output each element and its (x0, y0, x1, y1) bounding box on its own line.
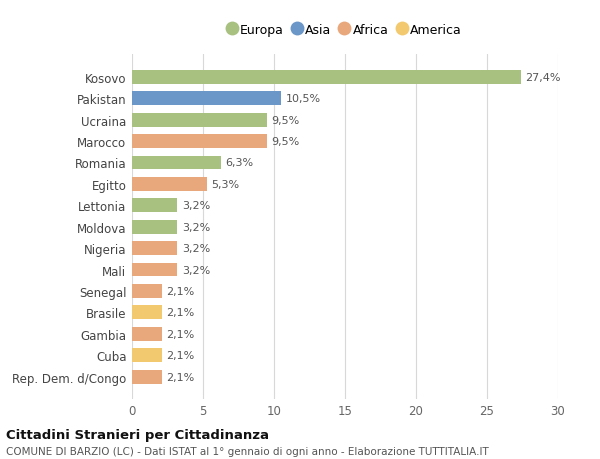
Bar (132, 348, 162, 362)
Bar (132, 220, 178, 234)
Bar (132, 327, 162, 341)
Bar (132, 71, 521, 84)
Text: COMUNE DI BARZIO (LC) - Dati ISTAT al 1° gennaio di ogni anno - Elaborazione TUT: COMUNE DI BARZIO (LC) - Dati ISTAT al 1°… (6, 447, 489, 456)
Text: 3,2%: 3,2% (182, 222, 210, 232)
Text: 10,5%: 10,5% (286, 94, 320, 104)
Bar (132, 241, 178, 256)
Bar (132, 199, 178, 213)
Text: 5,3%: 5,3% (212, 179, 239, 190)
Text: 2,1%: 2,1% (166, 329, 194, 339)
Legend: Europa, Asia, Africa, America: Europa, Asia, Africa, America (225, 20, 465, 40)
Bar (132, 135, 267, 149)
Bar (132, 156, 221, 170)
Text: 2,1%: 2,1% (166, 372, 194, 382)
Bar (132, 178, 207, 191)
Bar (132, 263, 178, 277)
Text: 2,1%: 2,1% (166, 350, 194, 360)
Text: 2,1%: 2,1% (166, 286, 194, 296)
Text: 3,2%: 3,2% (182, 244, 210, 253)
Text: 3,2%: 3,2% (182, 201, 210, 211)
Bar (132, 370, 162, 384)
Text: 6,3%: 6,3% (226, 158, 254, 168)
Text: 3,2%: 3,2% (182, 265, 210, 275)
Bar (132, 284, 162, 298)
Bar (132, 306, 162, 319)
Bar (132, 92, 281, 106)
Text: 2,1%: 2,1% (166, 308, 194, 318)
Text: Cittadini Stranieri per Cittadinanza: Cittadini Stranieri per Cittadinanza (6, 428, 269, 442)
Bar (132, 113, 267, 127)
Text: 9,5%: 9,5% (271, 137, 299, 147)
Text: 9,5%: 9,5% (271, 115, 299, 125)
Text: 27,4%: 27,4% (526, 73, 561, 83)
